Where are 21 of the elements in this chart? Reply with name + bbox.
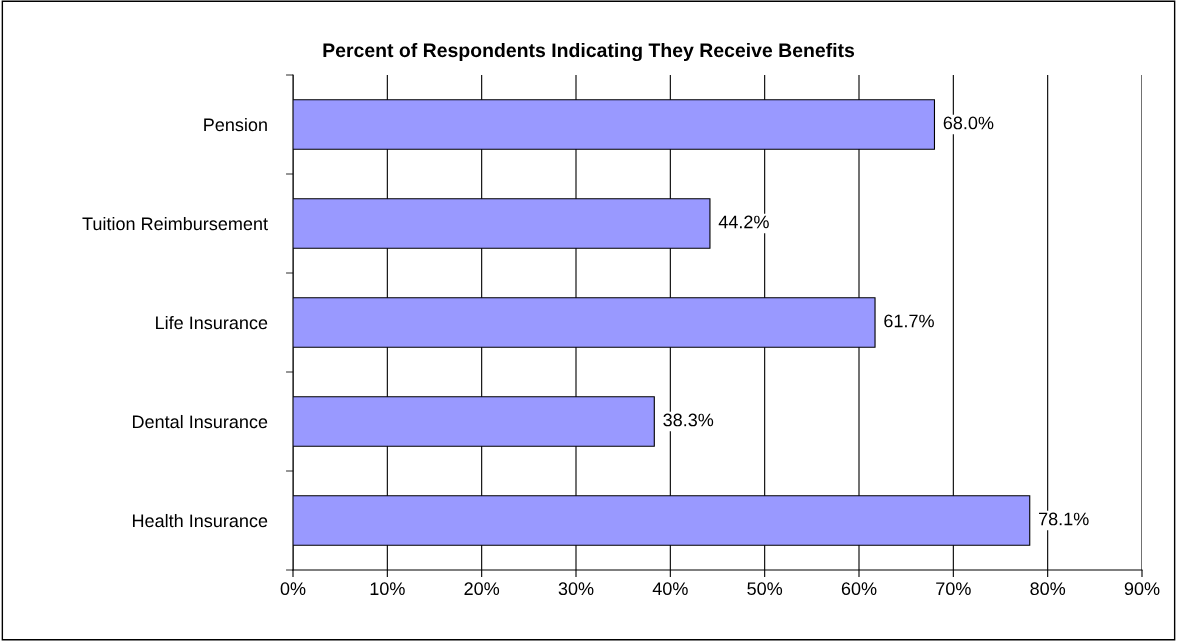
chart-title: Percent of Respondents Indicating They Receive Benefits xyxy=(323,42,855,62)
data-label: 78.1% xyxy=(1039,512,1089,526)
x-tick-label: 60% xyxy=(841,582,877,596)
y-tick-label: Dental Insurance xyxy=(132,414,268,429)
y-tick-label: Tuition Reimbursement xyxy=(82,216,268,231)
data-label: 38.3% xyxy=(663,413,714,427)
data-label: 68.0% xyxy=(943,116,994,130)
x-tick-label: 70% xyxy=(936,582,971,596)
data-label: 44.2% xyxy=(718,215,769,229)
x-tick-label: 20% xyxy=(464,582,500,596)
x-tick-label: 30% xyxy=(558,582,594,596)
y-tick-label: Health Insurance xyxy=(132,513,268,528)
y-tick-label: Pension xyxy=(204,117,267,132)
x-tick-label: 90% xyxy=(1124,582,1160,596)
data-label: 61.7% xyxy=(884,314,934,328)
x-tick-label: 40% xyxy=(652,582,688,596)
x-tick-label: 50% xyxy=(747,582,783,596)
x-tick-label: 10% xyxy=(370,582,405,596)
y-tick-label: Life Insurance xyxy=(156,315,268,330)
x-tick-label: 0% xyxy=(280,582,306,596)
x-tick-label: 80% xyxy=(1030,582,1066,596)
